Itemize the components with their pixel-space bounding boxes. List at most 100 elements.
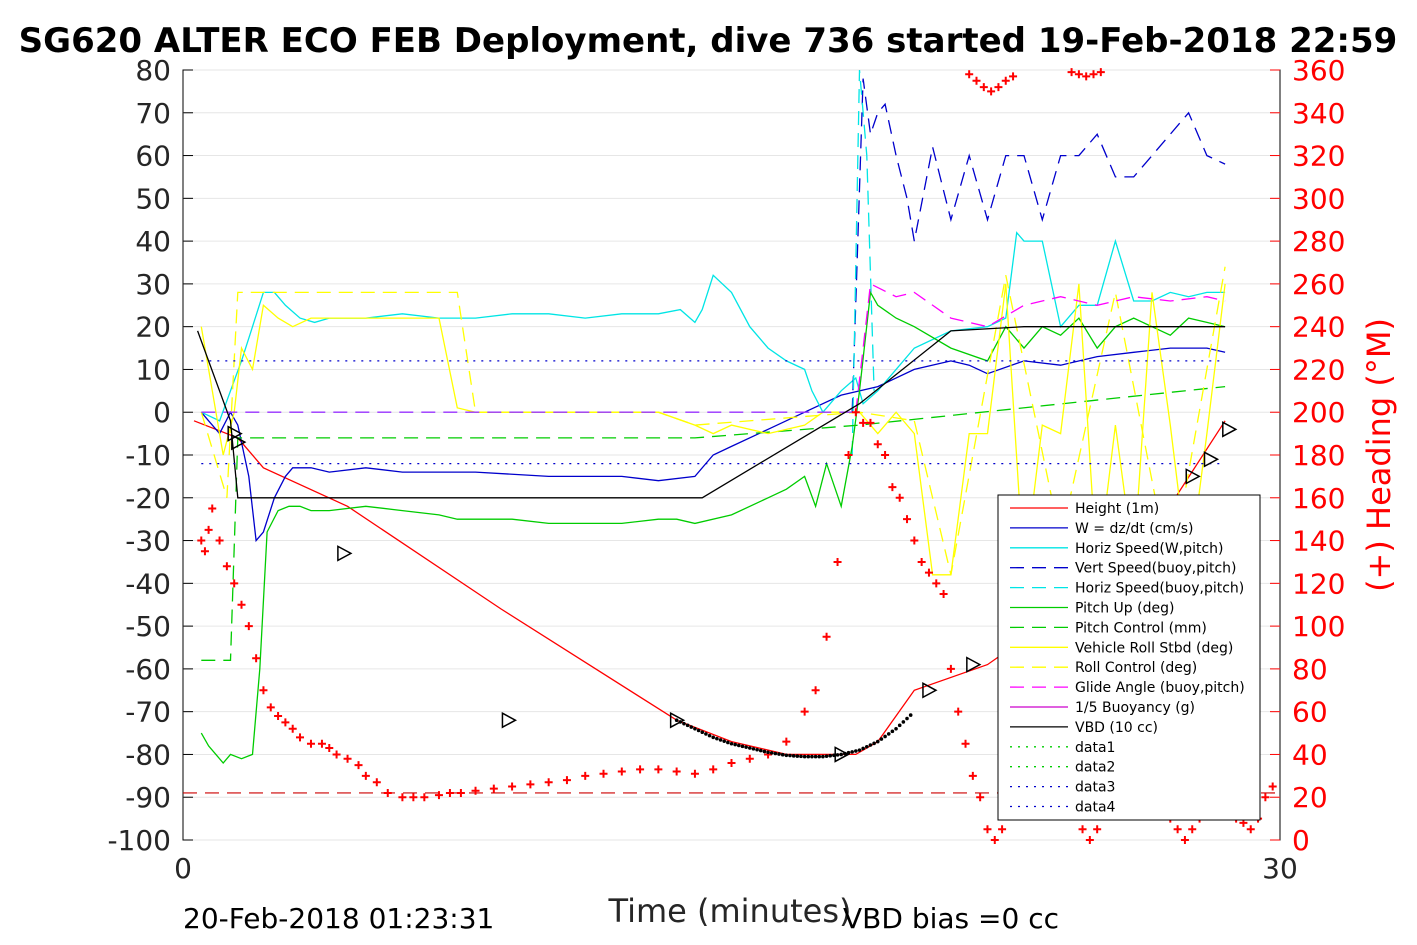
height-dot — [751, 747, 756, 751]
heading-point — [288, 724, 297, 733]
height-dot — [813, 754, 818, 759]
right-tick-label: 120 — [1292, 567, 1345, 600]
height-dot — [682, 721, 686, 726]
heading-point — [994, 83, 1003, 92]
heading-point — [372, 778, 381, 787]
legend-label: data3 — [1075, 780, 1115, 796]
legend-label: Pitch Control (mm) — [1075, 620, 1207, 636]
heading-point — [197, 536, 206, 545]
right-tick-label: 40 — [1292, 738, 1328, 771]
legend-label: data2 — [1075, 760, 1115, 776]
heading-point — [1001, 76, 1010, 85]
height-dot — [868, 743, 873, 747]
legend-label: Roll Control (deg) — [1075, 660, 1197, 676]
left-tick-label: 70 — [135, 97, 171, 130]
right-tick-label: 260 — [1292, 268, 1345, 301]
heading-point — [1082, 72, 1091, 81]
height-dot — [693, 726, 697, 731]
height-dot — [744, 745, 748, 749]
heading-point — [1067, 68, 1076, 77]
left-tick-label: -10 — [125, 439, 171, 472]
heading-point — [965, 70, 974, 79]
height-dot — [758, 748, 763, 753]
series-line-pitch-control-mm — [201, 385, 1226, 661]
heading-point — [1261, 793, 1270, 802]
right-tick-label: 200 — [1292, 396, 1345, 429]
heading-point — [636, 765, 645, 774]
heading-point — [983, 825, 992, 834]
legend: Height (1m) W = dz/dt (cm/s) Horiz Speed(W… — [997, 494, 1261, 821]
heading-point — [954, 707, 963, 716]
left-tick-label: -60 — [125, 653, 171, 686]
height-dot — [773, 751, 778, 756]
left-tick-label: 30 — [135, 268, 171, 301]
left-tick-label: 60 — [135, 140, 171, 173]
heading-point — [332, 750, 341, 759]
legend-label: 1/5 Buoyancy (g) — [1075, 700, 1195, 716]
heading-point — [281, 718, 290, 727]
heading-point — [266, 703, 275, 712]
height-dot — [788, 753, 792, 758]
height-dot — [908, 713, 913, 717]
heading-point — [690, 769, 699, 778]
heading-point — [581, 771, 590, 780]
heading-point — [489, 784, 498, 793]
heading-point — [237, 600, 246, 609]
heading-point — [1093, 825, 1102, 834]
height-dot — [777, 752, 781, 756]
left-tick-label: -20 — [125, 482, 171, 515]
height-dot — [894, 726, 898, 731]
legend-label: Horiz Speed(W,pitch) — [1075, 541, 1223, 557]
heading-point — [354, 761, 363, 770]
legend-label: Horiz Speed(buoy,pitch) — [1075, 581, 1244, 597]
heading-point — [259, 686, 268, 695]
height-dot — [864, 744, 869, 749]
gc-triangle-marker — [922, 682, 938, 699]
height-dot — [740, 744, 745, 749]
right-tick-label: 340 — [1292, 97, 1345, 130]
right-tick-label: 240 — [1292, 311, 1345, 344]
left-tick-label: -50 — [125, 610, 171, 643]
height-dot — [839, 752, 843, 757]
heading-point — [917, 557, 926, 566]
heading-point — [222, 562, 231, 571]
right-tick-label: 280 — [1292, 225, 1345, 258]
heading-point — [972, 76, 981, 85]
series-line-vert-speed-buoy-pitch — [851, 78, 1226, 413]
heading-point — [361, 771, 370, 780]
height-dot — [715, 736, 719, 741]
height-dot — [905, 716, 909, 721]
heading-point — [1246, 825, 1255, 834]
gc-triangle-marker — [1222, 421, 1238, 438]
heading-point — [1180, 836, 1189, 844]
height-dot — [817, 754, 822, 759]
height-dot — [755, 747, 759, 752]
series-line-roll-control-deg — [200, 266, 1226, 575]
gc-triangle-marker — [501, 711, 518, 729]
height-dot — [689, 725, 694, 729]
heading-point — [508, 782, 517, 791]
series-line-glide-angle-buoy-pitch — [855, 282, 1226, 413]
heading-point — [244, 622, 253, 631]
height-dot — [726, 740, 730, 745]
height-dot — [857, 748, 862, 752]
chart-title: SG620 ALTER ECO FEB Deployment, dive 736… — [19, 21, 1398, 61]
heading-point — [617, 767, 626, 776]
legend-label: Glide Angle (buoy,pitch) — [1075, 680, 1245, 696]
heading-point — [811, 686, 820, 695]
footer-timestamp: 20-Feb-2018 01:23:31 — [183, 902, 494, 935]
left-tick-label: -30 — [125, 525, 171, 558]
gc-triangle-marker — [834, 746, 850, 763]
series-layer — [183, 68, 1280, 844]
x-tick-label: 30 — [1262, 852, 1298, 885]
heading-point — [998, 825, 1007, 834]
right-tick-label: 80 — [1292, 653, 1328, 686]
left-tick-label: 20 — [135, 311, 171, 344]
heading-point — [866, 418, 875, 427]
gc-triangle-marker — [231, 433, 247, 451]
legend-box — [997, 494, 1261, 821]
heading-point — [1074, 70, 1083, 79]
heading-point — [1078, 825, 1087, 834]
height-dot — [886, 732, 891, 736]
